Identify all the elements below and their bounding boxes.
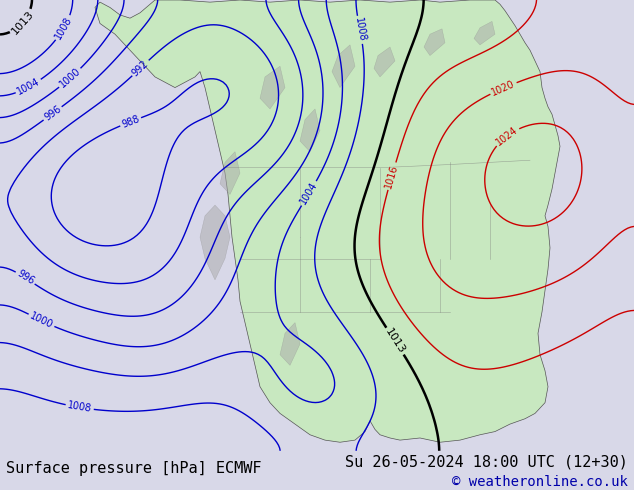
Polygon shape	[220, 152, 240, 195]
Polygon shape	[474, 22, 495, 45]
Text: 1004: 1004	[299, 180, 320, 206]
Text: 1008: 1008	[53, 15, 74, 41]
Text: Su 26-05-2024 18:00 UTC (12+30): Su 26-05-2024 18:00 UTC (12+30)	[345, 454, 628, 469]
Polygon shape	[260, 66, 285, 109]
Text: 1013: 1013	[384, 327, 407, 356]
Text: 1000: 1000	[28, 311, 55, 330]
Text: Surface pressure [hPa] ECMWF: Surface pressure [hPa] ECMWF	[6, 461, 262, 476]
Text: 1008: 1008	[67, 400, 93, 415]
Text: 1008: 1008	[353, 17, 367, 43]
Text: 988: 988	[120, 114, 141, 130]
Text: 1020: 1020	[490, 78, 517, 98]
Polygon shape	[280, 322, 300, 366]
Polygon shape	[300, 109, 320, 152]
Text: 1004: 1004	[15, 76, 42, 97]
Polygon shape	[95, 0, 560, 442]
Text: 1024: 1024	[494, 124, 520, 147]
Polygon shape	[200, 205, 230, 280]
Text: 992: 992	[131, 58, 151, 78]
Text: 996: 996	[15, 269, 36, 287]
Text: 1013: 1013	[10, 9, 36, 36]
Text: © weatheronline.co.uk: © weatheronline.co.uk	[452, 475, 628, 489]
Polygon shape	[332, 45, 355, 88]
Text: 1000: 1000	[58, 66, 82, 90]
Text: 1016: 1016	[384, 163, 400, 189]
Polygon shape	[374, 47, 395, 77]
Text: 996: 996	[42, 104, 63, 123]
Polygon shape	[424, 29, 445, 55]
